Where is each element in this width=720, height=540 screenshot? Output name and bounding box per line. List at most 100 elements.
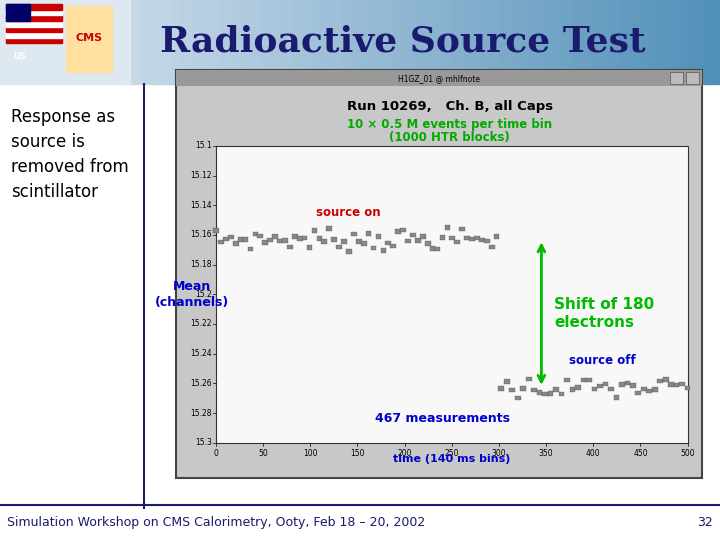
Bar [162,0,174,84]
Bar [331,238,337,242]
Bar [216,146,688,443]
Bar [331,0,343,84]
Bar [474,236,480,240]
Bar [6,4,62,10]
Bar [366,232,372,236]
Text: 467 measurements: 467 measurements [375,412,510,425]
Bar [302,235,307,240]
Bar [636,390,641,395]
Bar [6,10,62,16]
Bar [431,0,443,84]
Bar [262,240,268,245]
Bar [652,387,657,392]
Bar [471,0,482,84]
Text: 450: 450 [633,449,648,458]
Bar [361,241,366,246]
Bar [650,0,662,84]
Bar [302,0,313,84]
Bar [647,389,652,393]
Bar [395,230,401,234]
Bar [267,238,273,242]
Bar [690,0,701,84]
Bar [262,0,274,84]
Bar [228,235,233,239]
Text: 15.28: 15.28 [190,409,212,417]
Text: 15.22: 15.22 [190,320,212,328]
Bar [613,395,619,400]
Bar [371,246,377,251]
Bar [0,0,130,84]
Bar [542,392,548,396]
Bar [351,232,356,236]
Bar [537,390,542,395]
Bar [608,387,613,391]
Bar [481,0,492,84]
Bar [341,0,353,84]
Bar [494,234,500,239]
Bar [242,0,253,84]
Bar [611,0,622,84]
Text: 15.2: 15.2 [195,290,212,299]
Bar [202,0,213,84]
Bar [668,382,674,387]
Bar [277,239,283,243]
Bar [590,0,602,84]
Bar [421,0,433,84]
Text: 300: 300 [492,449,506,458]
Text: Shift of 180
electrons: Shift of 180 electrons [554,298,654,330]
Bar [619,382,625,387]
Bar [405,239,411,244]
Bar [336,245,342,249]
Text: 500: 500 [680,449,695,458]
Bar [415,238,420,242]
Bar [287,245,292,249]
Bar [172,0,184,84]
Bar [510,388,515,392]
Bar [400,228,406,232]
Bar [390,244,396,248]
Bar [258,234,263,238]
Bar [143,0,154,84]
Bar [531,388,537,392]
Bar [410,233,415,237]
Bar [392,0,402,84]
Bar [341,239,347,244]
Text: 250: 250 [444,449,459,458]
Bar [317,237,323,241]
Bar [307,245,312,249]
Bar [411,0,423,84]
Bar [571,0,582,84]
Bar [553,387,559,392]
Bar [243,237,248,241]
Text: CMS: CMS [76,33,102,43]
Bar [670,0,682,84]
Text: 15.14: 15.14 [190,201,212,210]
Bar [176,70,702,86]
Bar [551,0,562,84]
Bar [660,0,672,84]
Bar [66,6,112,72]
Bar [292,234,297,239]
Bar [580,378,586,382]
Text: 200: 200 [397,449,412,458]
Bar [382,0,393,84]
Bar [253,232,258,236]
Bar [561,0,572,84]
Bar [451,0,462,84]
Text: 15.1: 15.1 [195,141,212,150]
Bar [679,382,685,387]
Text: 50: 50 [258,449,268,458]
Text: source on: source on [316,206,380,219]
Bar [176,70,702,478]
Bar [6,26,62,32]
Bar [464,236,470,240]
Bar [346,249,352,254]
Text: time (140 ms bins): time (140 ms bins) [393,454,510,464]
Bar [401,0,413,84]
Bar [685,386,690,390]
Bar [232,0,243,84]
Bar [469,237,474,241]
Text: Radioactive Source Test: Radioactive Source Test [161,25,646,59]
Bar [132,0,144,84]
Bar [479,238,485,242]
